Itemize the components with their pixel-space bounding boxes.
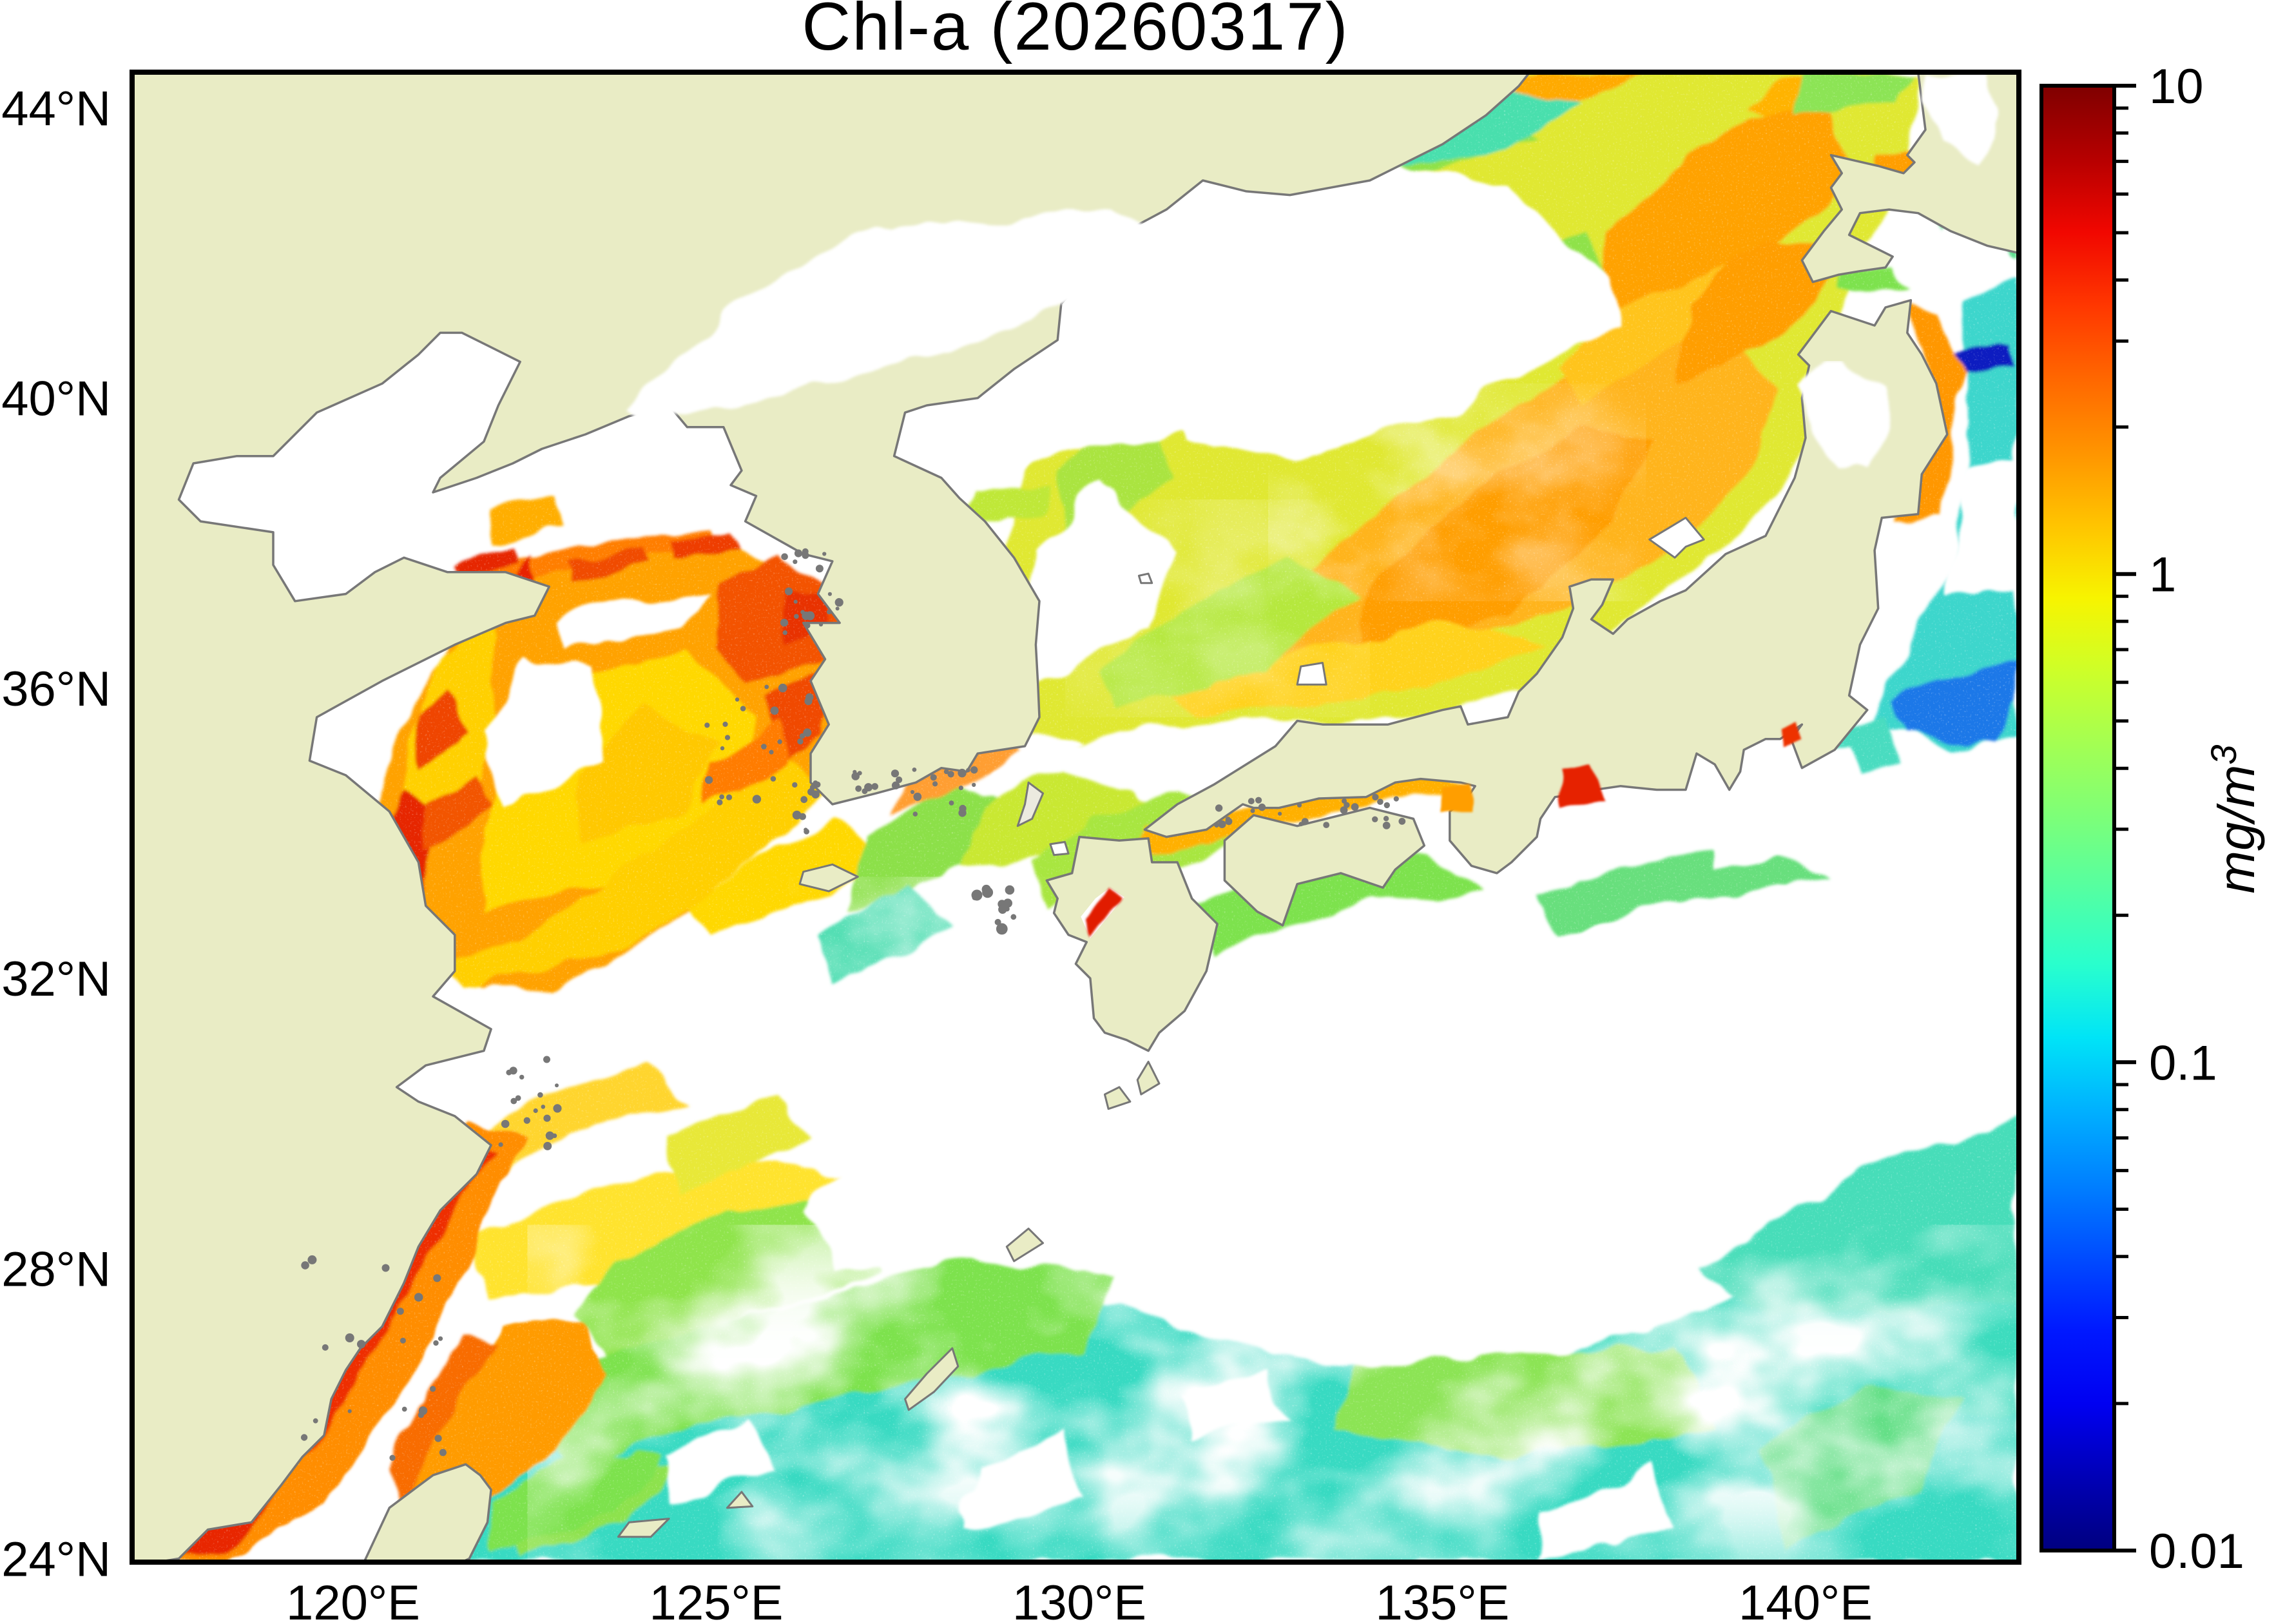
svg-text:0.01: 0.01 xyxy=(2149,1524,2244,1579)
svg-text:135°E: 135°E xyxy=(1376,1576,1510,1624)
svg-text:125°E: 125°E xyxy=(650,1576,784,1624)
svg-text:28°N: 28°N xyxy=(1,1242,111,1297)
svg-text:0.1: 0.1 xyxy=(2149,1036,2217,1090)
svg-text:120°E: 120°E xyxy=(286,1576,420,1624)
svg-text:36°N: 36°N xyxy=(1,662,111,717)
svg-text:44°N: 44°N xyxy=(1,82,111,137)
svg-text:140°E: 140°E xyxy=(1739,1576,1873,1624)
svg-text:Chl-a (20260317): Chl-a (20260317) xyxy=(802,0,1349,64)
svg-text:mg/m3: mg/m3 xyxy=(2203,744,2265,893)
svg-text:130°E: 130°E xyxy=(1012,1576,1146,1624)
svg-text:40°N: 40°N xyxy=(1,372,111,427)
svg-text:24°N: 24°N xyxy=(1,1532,111,1587)
svg-text:1: 1 xyxy=(2149,548,2176,603)
svg-text:32°N: 32°N xyxy=(1,952,111,1007)
svg-text:10: 10 xyxy=(2149,59,2204,114)
